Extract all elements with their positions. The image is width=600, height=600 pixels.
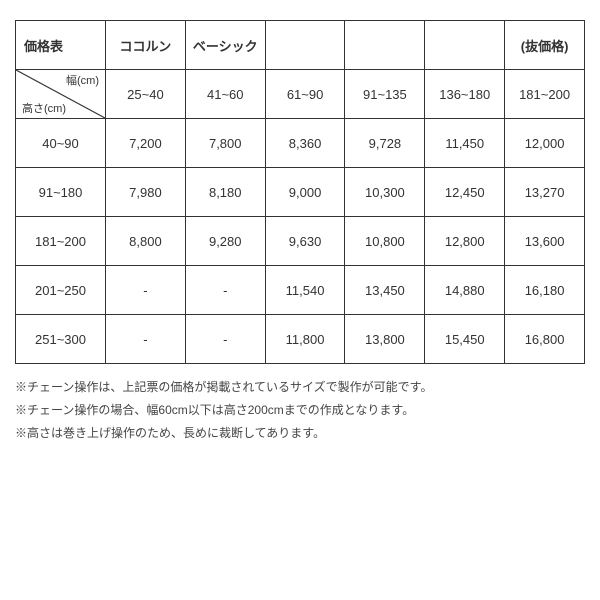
table-row: 91~180 7,980 8,180 9,000 10,300 12,450 1… xyxy=(16,168,585,217)
price-cell: 11,450 xyxy=(425,119,505,168)
price-cell: 13,270 xyxy=(505,168,585,217)
price-cell: - xyxy=(106,315,186,364)
height-range: 201~250 xyxy=(16,266,106,315)
price-table: 価格表 ココルン ベーシック (抜価格) 幅(cm) 高さ(cm) 25~40 … xyxy=(15,20,585,364)
price-cell: - xyxy=(106,266,186,315)
price-cell: 12,450 xyxy=(425,168,505,217)
table-row: 181~200 8,800 9,280 9,630 10,800 12,800 … xyxy=(16,217,585,266)
price-cell: 7,980 xyxy=(106,168,186,217)
price-cell: 8,180 xyxy=(185,168,265,217)
header-empty-2 xyxy=(345,21,425,70)
price-cell: 9,280 xyxy=(185,217,265,266)
title-row: 価格表 ココルン ベーシック (抜価格) xyxy=(16,21,585,70)
price-note: (抜価格) xyxy=(505,21,585,70)
axis-height-label: 高さ(cm) xyxy=(22,100,66,116)
price-cell: 12,800 xyxy=(425,217,505,266)
price-cell: 8,360 xyxy=(265,119,345,168)
price-cell: 16,800 xyxy=(505,315,585,364)
height-range: 40~90 xyxy=(16,119,106,168)
axis-cell: 幅(cm) 高さ(cm) xyxy=(16,70,106,119)
price-cell: 7,800 xyxy=(185,119,265,168)
price-cell: 9,630 xyxy=(265,217,345,266)
price-cell: 13,600 xyxy=(505,217,585,266)
height-range: 181~200 xyxy=(16,217,106,266)
brand-col-2: ベーシック xyxy=(185,21,265,70)
note-line: ※チェーン操作は、上記票の価格が掲載されているサイズで製作が可能です。 xyxy=(15,376,585,399)
price-cell: - xyxy=(185,315,265,364)
price-cell: 13,800 xyxy=(345,315,425,364)
table-row: 201~250 - - 11,540 13,450 14,880 16,180 xyxy=(16,266,585,315)
table-title: 価格表 xyxy=(16,21,106,70)
price-cell: 8,800 xyxy=(106,217,186,266)
height-range: 91~180 xyxy=(16,168,106,217)
width-range: 181~200 xyxy=(505,70,585,119)
note-line: ※高さは巻き上げ操作のため、長めに裁断してあります。 xyxy=(15,422,585,445)
width-range: 41~60 xyxy=(185,70,265,119)
price-cell: - xyxy=(185,266,265,315)
price-cell: 16,180 xyxy=(505,266,585,315)
width-range: 61~90 xyxy=(265,70,345,119)
price-cell: 10,800 xyxy=(345,217,425,266)
brand-col-1: ココルン xyxy=(106,21,186,70)
width-range: 91~135 xyxy=(345,70,425,119)
price-cell: 9,728 xyxy=(345,119,425,168)
price-cell: 10,300 xyxy=(345,168,425,217)
axis-width-label: 幅(cm) xyxy=(66,72,99,88)
price-cell: 15,450 xyxy=(425,315,505,364)
notes-block: ※チェーン操作は、上記票の価格が掲載されているサイズで製作が可能です。 ※チェー… xyxy=(15,376,585,444)
width-header-row: 幅(cm) 高さ(cm) 25~40 41~60 61~90 91~135 13… xyxy=(16,70,585,119)
width-range: 25~40 xyxy=(106,70,186,119)
table-row: 251~300 - - 11,800 13,800 15,450 16,800 xyxy=(16,315,585,364)
note-line: ※チェーン操作の場合、幅60cm以下は高さ200cmまでの作成となります。 xyxy=(15,399,585,422)
price-cell: 14,880 xyxy=(425,266,505,315)
price-cell: 11,800 xyxy=(265,315,345,364)
header-empty-1 xyxy=(265,21,345,70)
header-empty-3 xyxy=(425,21,505,70)
table-row: 40~90 7,200 7,800 8,360 9,728 11,450 12,… xyxy=(16,119,585,168)
width-range: 136~180 xyxy=(425,70,505,119)
price-cell: 12,000 xyxy=(505,119,585,168)
price-body: 40~90 7,200 7,800 8,360 9,728 11,450 12,… xyxy=(16,119,585,364)
price-cell: 11,540 xyxy=(265,266,345,315)
price-cell: 9,000 xyxy=(265,168,345,217)
price-cell: 13,450 xyxy=(345,266,425,315)
height-range: 251~300 xyxy=(16,315,106,364)
price-cell: 7,200 xyxy=(106,119,186,168)
